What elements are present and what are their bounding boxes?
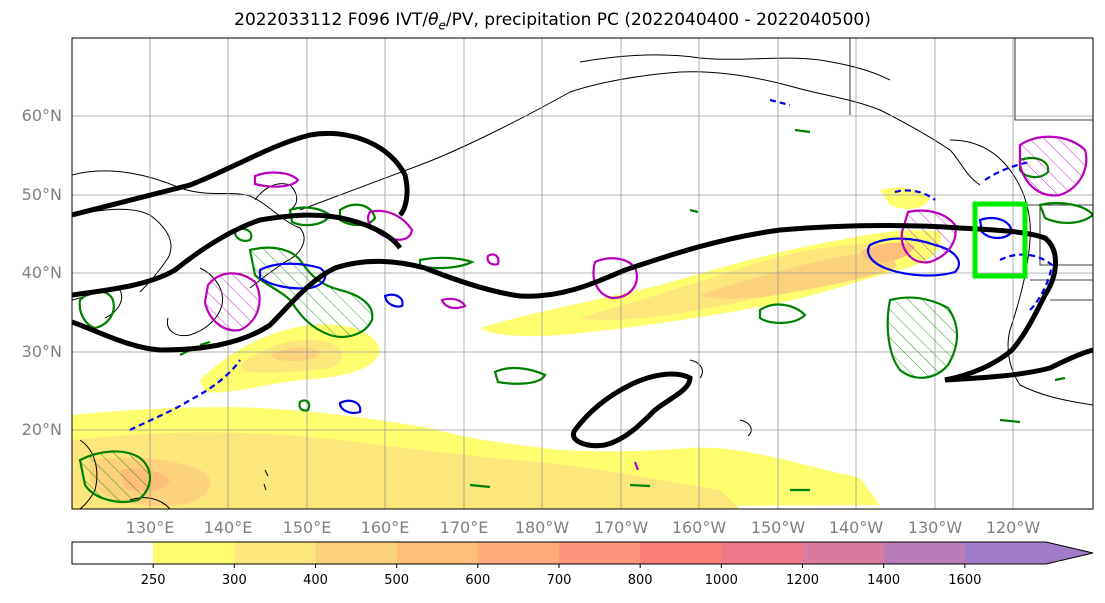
lon-label-140w: 140°W bbox=[828, 518, 884, 537]
colorbar-segment bbox=[477, 542, 560, 564]
colorbar-segment bbox=[640, 542, 722, 564]
lon-label-160w: 160°W bbox=[671, 518, 727, 537]
colorbar-tick-label: 1200 bbox=[785, 573, 820, 588]
colorbar-tick-label: 1600 bbox=[948, 573, 982, 588]
colorbar-segment bbox=[883, 542, 966, 564]
colorbar-tick-label: 600 bbox=[465, 573, 491, 588]
colorbar-segment bbox=[153, 542, 235, 564]
colorbar-tick-label: 700 bbox=[546, 573, 572, 588]
lon-label-130e: 130°E bbox=[125, 518, 175, 537]
precip-pc-contours bbox=[78, 128, 1093, 503]
colorbar-segment bbox=[964, 542, 1093, 564]
lat-label-50: 50°N bbox=[21, 185, 62, 204]
colorbar-segment bbox=[721, 542, 803, 564]
map-frame bbox=[71, 37, 1094, 510]
lon-label-130w: 130°W bbox=[907, 518, 963, 537]
colorbar-outline bbox=[71, 541, 1094, 565]
lon-label-170e: 170°E bbox=[439, 518, 489, 537]
lon-label-150w: 150°W bbox=[750, 518, 806, 537]
theta-e-contours bbox=[72, 130, 1093, 449]
target-region-box bbox=[972, 201, 1028, 279]
lat-label-20: 20°N bbox=[21, 420, 62, 439]
colorbar-tick-label: 500 bbox=[384, 573, 410, 588]
colorbar-tick-label: 400 bbox=[303, 573, 328, 588]
map-title: 2022033112 F096 IVT/θe/PV, precipitation… bbox=[234, 10, 871, 33]
lon-label-150e: 150°E bbox=[282, 518, 332, 537]
lon-label-120w: 120°W bbox=[985, 518, 1041, 537]
colorbar-segment bbox=[802, 542, 885, 564]
lat-label-40: 40°N bbox=[21, 263, 62, 282]
lon-label-160e: 160°E bbox=[360, 518, 410, 537]
colorbar-tick-label: 1400 bbox=[867, 573, 901, 588]
colorbar-segment bbox=[72, 542, 154, 564]
colorbar-tick-label: 250 bbox=[140, 573, 166, 588]
colorbar-tick-label: 1000 bbox=[704, 573, 738, 588]
colorbar-tick-label: 300 bbox=[221, 573, 247, 588]
lon-label-140e: 140°E bbox=[203, 518, 253, 537]
colorbar-segment bbox=[315, 542, 398, 564]
colorbar-segment bbox=[396, 542, 479, 564]
precip-pc-high-contours bbox=[203, 135, 1088, 471]
colorbar bbox=[71, 541, 1094, 568]
lat-label-30: 30°N bbox=[21, 342, 62, 361]
colorbar-tick-label: 800 bbox=[627, 573, 653, 588]
colorbar-segment bbox=[559, 542, 641, 564]
lat-label-60: 60°N bbox=[21, 106, 62, 125]
lon-label-170w: 170°W bbox=[593, 518, 649, 537]
lon-label-180w: 180°W bbox=[514, 518, 570, 537]
colorbar-segment bbox=[234, 542, 316, 564]
